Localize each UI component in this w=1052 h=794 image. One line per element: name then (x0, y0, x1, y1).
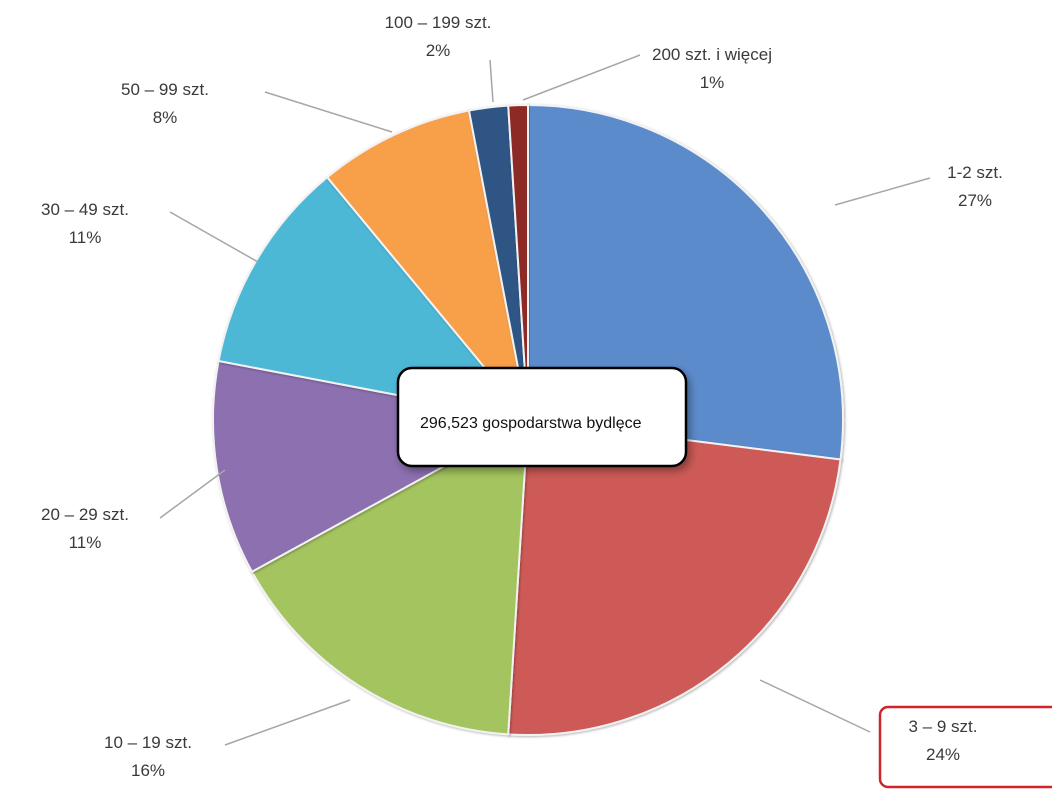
slice-label: 1-2 szt. (947, 163, 1003, 182)
center-label: 296,523 gospodarstwa bydlęce (420, 415, 642, 432)
slice-percent: 8% (153, 108, 178, 127)
leader-line (159, 469, 226, 519)
slice-percent: 1% (700, 73, 725, 92)
slice-percent: 16% (131, 761, 165, 780)
slice-label: 10 – 19 szt. (104, 733, 192, 752)
slice-label: 30 – 49 szt. (41, 200, 129, 219)
leader-line (264, 91, 393, 133)
slice-labels: 1-2 szt. 27% 3 – 9 szt. 24% 10 – 19 szt. 16% 2… (41, 13, 1003, 780)
slice-percent: 24% (926, 745, 960, 764)
leader-lines (159, 54, 931, 746)
pie-slice (325, 109, 529, 421)
slice-label: 50 – 99 szt. (121, 80, 209, 99)
center-label-box: 296,523 gospodarstwa bydlęce (396, 366, 688, 468)
highlight-box (878, 705, 1052, 789)
slice-percent: 2% (426, 41, 451, 60)
slice-percent: 11% (69, 533, 102, 552)
leader-line (522, 54, 641, 101)
slice-percent: 27% (958, 191, 992, 210)
leader-line (759, 679, 871, 733)
leader-line (834, 177, 931, 206)
pie-slice (250, 418, 530, 736)
pie-slice (507, 103, 529, 421)
slice-label: 200 szt. i więcej (652, 45, 772, 64)
pie-slice (507, 418, 842, 736)
slice-label: 100 – 199 szt. (385, 13, 492, 32)
slice-label: 20 – 29 szt. (41, 505, 129, 524)
slice-percent: 11% (69, 228, 102, 247)
leader-line (224, 699, 351, 746)
leader-line (489, 59, 494, 103)
pie-slices (212, 103, 844, 736)
leader-line (169, 211, 259, 263)
pie-slice (217, 175, 531, 422)
slice-label: 3 – 9 szt. (909, 717, 978, 736)
